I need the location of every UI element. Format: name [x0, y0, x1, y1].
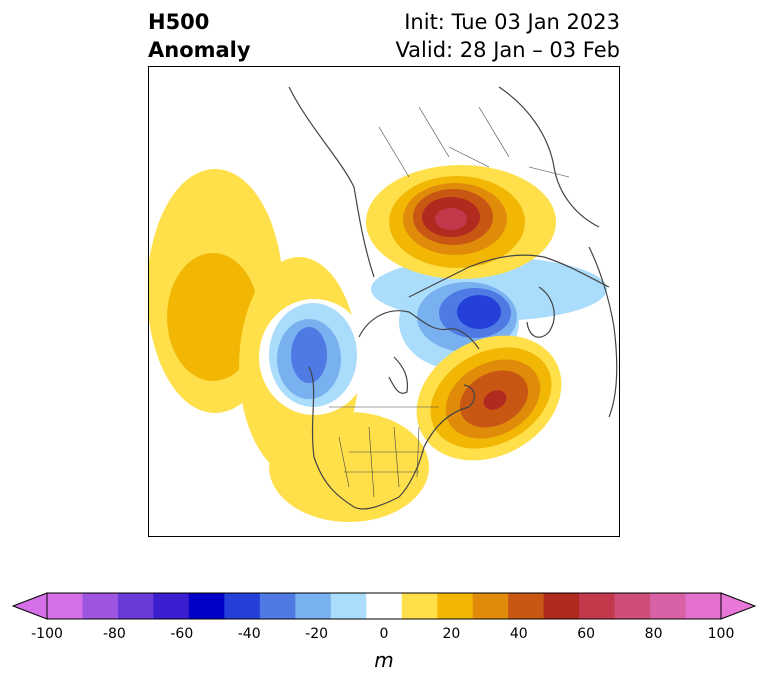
colorbar-tick-label: -40	[237, 626, 261, 642]
colorbar-swatch	[579, 593, 616, 619]
colorbar-swatch	[117, 593, 154, 619]
colorbar-extend-high	[720, 592, 757, 620]
title-right: Init: Tue 03 Jan 2023 Valid: 28 Jan – 03…	[395, 8, 620, 64]
asia-coast	[498, 86, 600, 228]
colorbar-swatch	[47, 593, 83, 619]
us-state-lines	[338, 426, 420, 498]
colorbar-tick-label: 40	[509, 626, 528, 642]
kamchatka	[526, 286, 555, 338]
eurasia-borders	[378, 106, 570, 178]
variable-label: H500	[148, 10, 210, 34]
anomaly-map	[149, 86, 618, 522]
colorbar-swatch	[224, 593, 261, 619]
colorbar-swatch	[650, 593, 687, 619]
colorbar-tick-label: -100	[31, 626, 63, 642]
colorbar-tick-label: 20	[442, 626, 461, 642]
colorbar-swatch	[188, 593, 225, 619]
siberia-ridge-60	[435, 208, 467, 230]
colorbar-swatch	[508, 593, 545, 619]
init-label: Init: Tue 03 Jan 2023	[404, 10, 620, 34]
colorbar-swatch	[259, 593, 296, 619]
atlantic-ridge	[416, 335, 562, 461]
valid-label: Valid: 28 Jan – 03 Feb	[395, 38, 620, 62]
colorbar	[11, 592, 757, 620]
colorbar-swatch	[614, 593, 651, 619]
atlantic-ridge-50	[483, 390, 507, 410]
colorbar-swatch	[295, 593, 332, 619]
colorbar-unit: m	[374, 648, 394, 672]
colorbar-extend-low	[11, 592, 48, 620]
hudson-bay	[388, 356, 409, 394]
colorbar-swatch	[543, 593, 580, 619]
east-asia-coast	[588, 246, 618, 418]
colorbar-tick-label: 80	[644, 626, 663, 642]
colorbar-tick-label: -60	[170, 626, 194, 642]
colorbar-border	[46, 592, 722, 620]
arctic-islands	[358, 310, 480, 350]
colorbar-tick-label: 100	[707, 626, 735, 642]
colorbar-tick-label: 60	[577, 626, 596, 642]
siberia-ridge	[366, 165, 556, 279]
map-panel	[148, 66, 620, 537]
north-america-coast	[308, 366, 476, 510]
type-label: Anomaly	[148, 38, 251, 62]
colorbar-tick-label: -20	[305, 626, 329, 642]
colorbar-tick-label: 0	[379, 626, 389, 642]
coastlines	[288, 86, 618, 510]
arctic-trough-40	[457, 295, 501, 329]
colorbar-swatch	[330, 593, 367, 619]
title-left: H500 Anomaly	[148, 8, 251, 64]
colorbar-tick-label: -80	[102, 626, 126, 642]
alaska-trough-30	[291, 327, 327, 383]
colorbar-swatch	[685, 593, 722, 619]
colorbar-swatch	[82, 593, 119, 619]
borders	[329, 106, 570, 498]
colorbar-swatch	[401, 593, 438, 619]
colorbar-swatch	[472, 593, 509, 619]
siberia-coast	[408, 254, 610, 298]
colorbar-swatch	[153, 593, 190, 619]
europe-coast	[288, 86, 375, 278]
colorbar-swatch	[437, 593, 474, 619]
alaska-trough	[269, 303, 357, 407]
colorbar-swatch	[366, 593, 403, 619]
us-state-lines-h	[344, 451, 424, 473]
pacific-ridge-30	[167, 253, 259, 381]
